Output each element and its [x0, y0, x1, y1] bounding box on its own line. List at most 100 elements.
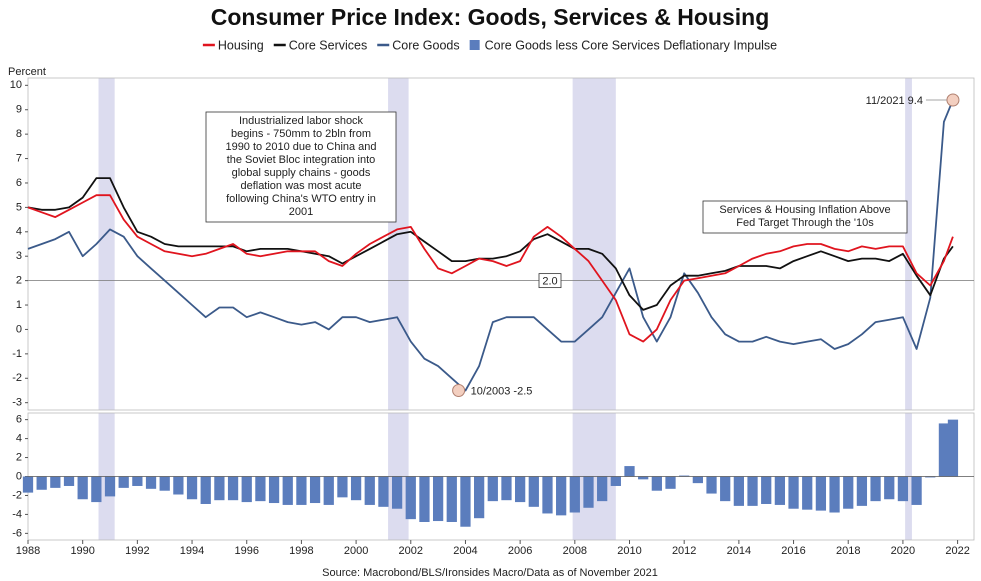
- bar: [282, 476, 293, 505]
- text-box: [702, 200, 908, 234]
- x-tick-label: 1990: [70, 545, 94, 557]
- text-box-line: following China's WTO entry in: [226, 193, 376, 205]
- bar: [159, 476, 170, 491]
- x-tick-label: 2012: [672, 545, 696, 557]
- bar: [747, 476, 758, 506]
- bar: [91, 476, 102, 503]
- text-box-line: Services & Housing Inflation Above: [719, 204, 890, 216]
- reference-label: 2.0: [542, 276, 557, 288]
- bar: [501, 476, 512, 501]
- x-tick-label: 2004: [453, 545, 477, 557]
- y-tick-label: -2: [12, 372, 22, 384]
- text-box-line: begins - 750mm to 2bln from: [231, 128, 371, 140]
- bar: [378, 476, 389, 507]
- bar: [761, 476, 772, 504]
- bar: [77, 476, 88, 500]
- bar: [829, 476, 840, 513]
- legend-swatch: [469, 40, 480, 50]
- bar: [227, 476, 239, 501]
- bar: [36, 476, 47, 490]
- annotation-label: 10/2003 -2.5: [471, 385, 533, 397]
- y-tick-label: -6: [12, 527, 22, 539]
- x-tick-label: 2014: [727, 545, 751, 557]
- y-tick-label: 9: [16, 104, 22, 116]
- bar: [200, 476, 211, 504]
- y-axis-label: Percent: [8, 66, 46, 78]
- bar: [460, 476, 471, 527]
- bar: [296, 476, 307, 505]
- y-tick-label: -2: [12, 489, 22, 501]
- x-tick-label: 2008: [563, 545, 587, 557]
- bar: [720, 476, 731, 502]
- y-tick-label: 4: [16, 432, 22, 444]
- bar: [843, 476, 854, 509]
- x-tick-label: 2006: [508, 545, 532, 557]
- y-tick-label: -3: [12, 397, 22, 409]
- bar: [323, 476, 334, 505]
- bar: [419, 476, 430, 522]
- bar: [624, 466, 635, 477]
- shaded-period: [905, 78, 912, 410]
- bar: [788, 476, 799, 509]
- text-box: [205, 111, 397, 223]
- y-tick-label: 6: [16, 414, 22, 426]
- x-tick-label: 1996: [234, 545, 258, 557]
- shaded-period: [572, 78, 616, 410]
- text-box-line: global supply chains - goods: [232, 167, 371, 179]
- text-box-line: deflation was most acute: [240, 180, 361, 192]
- x-tick-label: 2018: [836, 545, 860, 557]
- chart-title: Consumer Price Index: Goods, Services & …: [211, 4, 770, 30]
- y-tick-label: 7: [16, 152, 22, 164]
- bar: [528, 476, 539, 507]
- bar: [132, 476, 143, 486]
- bar: [610, 476, 621, 486]
- bar: [897, 476, 909, 502]
- plot-frame: [27, 77, 975, 411]
- bar: [391, 476, 403, 509]
- bar: [474, 476, 485, 519]
- bar: [515, 476, 526, 503]
- series-line: [27, 99, 954, 392]
- bar: [856, 476, 868, 506]
- bar: [145, 476, 157, 489]
- bar: [309, 476, 321, 504]
- x-tick-label: 2022: [945, 545, 969, 557]
- y-tick-label: 4: [16, 226, 22, 238]
- bar: [692, 476, 703, 484]
- x-tick-label: 1994: [180, 545, 204, 557]
- y-tick-label: 6: [16, 177, 22, 189]
- bar: [446, 476, 457, 522]
- reference-label-box: [538, 273, 562, 289]
- bar: [432, 476, 444, 522]
- annotation-marker: [946, 93, 960, 107]
- bar: [173, 476, 184, 495]
- bar: [938, 423, 950, 477]
- text-box-line: 2001: [289, 206, 313, 218]
- y-tick-label: 10: [10, 79, 22, 91]
- bar: [884, 476, 895, 500]
- x-tick-label: 2000: [344, 545, 368, 557]
- text-box-line: Industrialized labor shock: [239, 115, 364, 127]
- bar: [556, 476, 567, 516]
- bar: [364, 476, 375, 505]
- bar: [268, 476, 280, 504]
- y-tick-label: 5: [16, 201, 22, 213]
- bar: [350, 476, 362, 501]
- series-line: [27, 177, 954, 311]
- bar: [583, 476, 594, 508]
- y-tick-label: 8: [16, 128, 22, 140]
- legend-label: Housing: [218, 38, 264, 52]
- bar: [405, 476, 416, 520]
- bar: [733, 476, 744, 506]
- y-tick-label: 1: [16, 299, 22, 311]
- bar: [118, 476, 129, 488]
- annotation-label: 11/2021 9.4: [866, 95, 923, 107]
- legend-label: Core Services: [289, 38, 368, 52]
- bar: [214, 476, 225, 501]
- x-tick-label: 1992: [125, 545, 149, 557]
- x-tick-label: 2016: [781, 545, 805, 557]
- bar: [63, 476, 75, 486]
- annotation-marker: [452, 383, 466, 397]
- text-box-line: 1990 to 2010 due to China and: [225, 141, 376, 153]
